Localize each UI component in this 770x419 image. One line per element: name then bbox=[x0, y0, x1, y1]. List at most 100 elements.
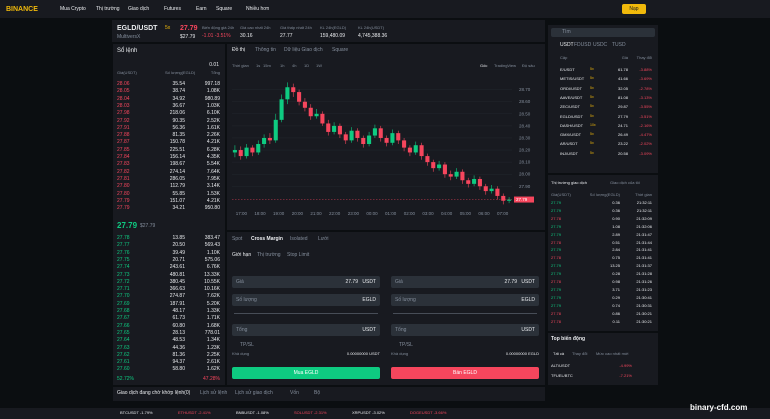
sell-button[interactable] bbox=[391, 367, 539, 379]
trade-time: 21:31:47 bbox=[636, 231, 652, 237]
asks-amount: 38.74 bbox=[172, 88, 185, 95]
market-pair[interactable]: INJ/USDT bbox=[560, 150, 578, 156]
tpsl-toggle[interactable]: TP/SL bbox=[399, 342, 413, 348]
orders-tab[interactable]: Lịch sử lệnh bbox=[200, 390, 228, 396]
interval[interactable]: 1W bbox=[316, 63, 322, 68]
interval[interactable]: 1s bbox=[256, 63, 261, 68]
market-pair[interactable]: METIS/USDT bbox=[560, 76, 585, 82]
nav-item[interactable]: Square bbox=[216, 6, 233, 12]
logo[interactable]: BINANCE bbox=[6, 6, 38, 13]
price-input[interactable] bbox=[232, 276, 380, 288]
asks-total: 6.10K bbox=[206, 110, 220, 117]
total-label[interactable]: Tổng bbox=[395, 327, 407, 333]
interval[interactable]: 4h bbox=[292, 63, 297, 68]
search-placeholder[interactable]: Tìm bbox=[562, 29, 571, 35]
bids-amount: 187.91 bbox=[169, 300, 185, 307]
total-input[interactable] bbox=[391, 324, 539, 336]
market-pair[interactable]: AR/USDT bbox=[560, 141, 578, 147]
asks-total: 1.08K bbox=[206, 88, 220, 95]
bids-amount: 39.49 bbox=[172, 249, 185, 256]
price-label[interactable]: Giá bbox=[236, 279, 244, 285]
sell-button-label[interactable]: Bán EGLD bbox=[453, 370, 477, 376]
nav-item[interactable]: Earn bbox=[196, 6, 207, 12]
movers-tab[interactable]: Tất cả bbox=[553, 351, 565, 356]
trade-time: 21:31:28 bbox=[636, 271, 652, 277]
interval[interactable]: 15m bbox=[263, 63, 271, 68]
bids-total: 1.68K bbox=[206, 322, 220, 329]
y-tick-label: 28.00 bbox=[519, 172, 531, 177]
market-pair[interactable]: ZEC/USDT bbox=[560, 104, 580, 110]
market-tab[interactable]: TUSD bbox=[612, 42, 626, 48]
stat-label: Giá cao nhất 24h bbox=[240, 25, 271, 30]
buy-button[interactable] bbox=[232, 367, 380, 379]
market-pair[interactable]: E/USDT bbox=[560, 67, 575, 72]
nav-item[interactable]: Mua Crypto bbox=[60, 6, 86, 12]
asks-total: 2.26K bbox=[206, 132, 220, 139]
bids-total: 778.01 bbox=[204, 329, 220, 336]
trade-price: 27.79 bbox=[551, 200, 562, 205]
qty-label[interactable]: Số lượng bbox=[395, 297, 416, 303]
interval[interactable]: 1D bbox=[304, 63, 310, 68]
movers-tab[interactable]: Mức cao nhất mới bbox=[596, 351, 629, 356]
total-input[interactable] bbox=[232, 324, 380, 336]
market-change: -3.88% bbox=[639, 67, 652, 72]
market-tab[interactable]: USDC bbox=[593, 42, 608, 48]
asks-total: 1.03K bbox=[206, 102, 220, 109]
order-type-tab[interactable]: Thị trường bbox=[257, 252, 281, 258]
chart-view[interactable]: TradingView bbox=[494, 63, 517, 68]
trades-tab[interactable]: Giao dịch của tôi bbox=[610, 180, 640, 185]
market-pair[interactable]: GMX/USDT bbox=[560, 132, 582, 138]
nav-item[interactable]: Futures bbox=[164, 6, 181, 12]
tpsl-toggle[interactable]: TP/SL bbox=[240, 342, 254, 348]
nav-item[interactable]: Thị trường bbox=[96, 6, 120, 12]
chart-tab[interactable]: Thông tin bbox=[255, 47, 276, 53]
chart-view[interactable]: Độ sâu bbox=[522, 63, 535, 68]
market-change: -2.02% bbox=[639, 141, 652, 147]
deposit-button[interactable] bbox=[622, 4, 646, 14]
market-tab[interactable]: FDUSD bbox=[574, 42, 592, 48]
available-value: 0.00000000 USDT bbox=[346, 351, 380, 356]
chart-tab[interactable]: Dữ liệu Giao dịch bbox=[284, 47, 323, 53]
chart-tab[interactable]: Đồ thị bbox=[232, 47, 246, 53]
orders-tab[interactable]: Vốn bbox=[290, 390, 299, 396]
orders-tab[interactable]: Bộ bbox=[314, 390, 321, 396]
nav-item[interactable]: Giao dịch bbox=[128, 6, 150, 12]
qty-input[interactable] bbox=[232, 294, 380, 306]
market-pair[interactable]: ORDI/USDT bbox=[560, 85, 582, 91]
search-box[interactable] bbox=[551, 28, 655, 37]
orders-tab[interactable]: Lịch sử giao dịch bbox=[235, 390, 273, 396]
price-input[interactable] bbox=[391, 276, 539, 288]
mode-tab[interactable]: Isolated bbox=[290, 236, 308, 242]
asks-total: 3.14K bbox=[206, 183, 220, 190]
market-pair[interactable]: AAVE/USDT bbox=[560, 94, 583, 100]
amount-slider[interactable] bbox=[234, 313, 378, 314]
interval[interactable]: Thời gian bbox=[232, 63, 249, 68]
total-label[interactable]: Tổng bbox=[236, 327, 248, 333]
mode-tab[interactable]: Lưới bbox=[318, 236, 329, 242]
mode-tab[interactable]: Cross Margin bbox=[251, 236, 283, 242]
asks-total: 4.35K bbox=[206, 154, 220, 160]
qty-input[interactable] bbox=[391, 294, 539, 306]
mode-tab[interactable]: Spot bbox=[232, 236, 243, 242]
market-pair[interactable]: DASH/USDT bbox=[560, 122, 584, 128]
price-label[interactable]: Giá bbox=[395, 279, 403, 285]
movers-tab[interactable]: Thay đổi bbox=[572, 351, 588, 356]
candle-body bbox=[273, 119, 278, 141]
deposit-label[interactable]: Nạp bbox=[629, 6, 639, 12]
interval[interactable]: 1h bbox=[280, 63, 285, 68]
chart-tab[interactable]: Square bbox=[332, 47, 349, 53]
buy-button-label[interactable]: Mua EGLD bbox=[293, 370, 319, 376]
market-tab[interactable]: USDT bbox=[560, 42, 574, 48]
qty-label[interactable]: Số lượng bbox=[236, 297, 257, 303]
chart-view[interactable]: Gốc bbox=[480, 63, 488, 68]
market-pair[interactable]: EGLD/USDT bbox=[560, 113, 583, 119]
market-header: Thay đổi bbox=[636, 55, 652, 60]
order-type-tab[interactable]: Stop Limit bbox=[287, 252, 310, 258]
orders-tab[interactable]: Giao dịch đang chờ khớp lệnh(0) bbox=[117, 390, 191, 396]
trade-price: 27.79 bbox=[551, 247, 562, 253]
nav-item[interactable]: Nhiều hơn bbox=[246, 6, 270, 12]
amount-slider[interactable] bbox=[393, 313, 537, 314]
trades-tab[interactable]: Thị trường giao dịch bbox=[551, 180, 587, 185]
order-type-tab[interactable]: Giới hạn bbox=[232, 252, 252, 258]
stat-value: 30.16 bbox=[240, 33, 253, 39]
